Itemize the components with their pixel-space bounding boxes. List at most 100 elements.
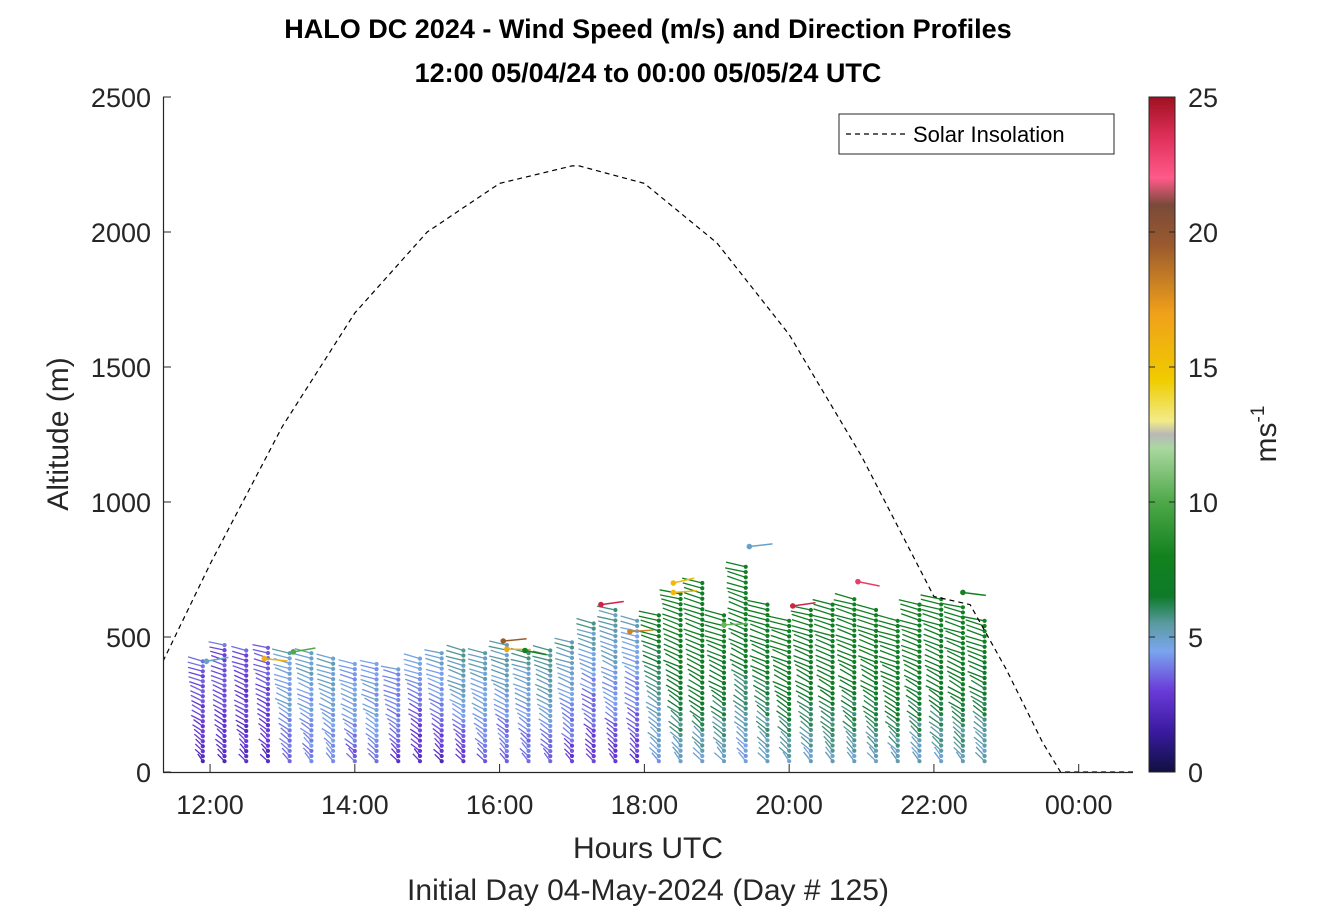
wind-barb-point [287,743,292,748]
wind-barb [429,702,443,711]
wind-barb-point [787,712,792,717]
wind-barb [734,704,747,715]
wind-barb-point [396,672,401,677]
wind-barb [296,677,312,685]
wind-barb-point [635,707,640,712]
wind-barb-point [200,739,205,744]
wind-barb [858,648,877,658]
wind-barb [559,702,573,711]
wind-barb-outlier [673,589,698,594]
wind-barb-point [743,669,748,674]
wind-barb-point [374,687,379,692]
wind-barb-point [635,753,640,759]
wind-barb [973,720,986,731]
wind-barb [360,678,377,686]
wind-barb-point [852,649,857,654]
wind-barb-point [244,653,249,658]
wind-barb-point [417,671,423,677]
wind-barb-point [960,610,965,615]
wind-barb-point [808,633,813,639]
wind-barb-point [765,743,770,748]
wind-barb-point [721,738,727,743]
wind-barb-point [678,680,683,685]
wind-barb [210,665,225,671]
wind-barb-point [548,744,553,749]
wind-barb [818,700,833,710]
wind-barb-point [265,723,271,728]
wind-barb [557,687,573,695]
wind-barb-point [591,703,596,708]
wind-barb-point [635,660,640,665]
wind-barb-point [591,738,596,743]
wind-barb-point [548,673,553,678]
wind-barb [452,713,464,722]
wind-barb-point [656,686,661,691]
wind-barb-point [309,728,314,733]
wind-barb [813,630,833,637]
wind-barb-point [678,717,683,722]
colorbar-tick-label: 25 [1188,83,1218,113]
wind-barb-point [765,607,770,612]
wind-barb [187,666,203,672]
wind-barb [274,667,290,675]
wind-barb-point [895,665,900,670]
wind-barb-point [656,660,661,665]
wind-barb [859,638,877,648]
wind-barb-point [982,670,987,675]
wind-barb-point [787,623,792,629]
wind-barb [712,736,725,747]
wind-barb [856,614,877,622]
wind-barb-point [591,621,596,626]
wind-barb [316,663,334,670]
wind-barb [888,735,899,747]
wind-barb-point [873,686,879,691]
wind-barb-point [895,717,900,722]
wind-barb [966,629,985,638]
wind-barb-point [461,668,466,673]
wind-barb [640,634,660,643]
wind-barb [965,619,985,627]
wind-barb [664,652,681,663]
wind-barb [751,648,768,658]
wind-barb [930,704,942,715]
wind-barb [772,659,790,669]
wind-barb-point [439,651,444,656]
wind-barb-point [526,733,531,738]
wind-barb [488,645,507,651]
wind-barb [796,674,812,684]
wind-barb-point [830,659,835,665]
wind-barb [688,673,703,684]
wind-barb [647,716,660,726]
wind-barb [928,688,942,700]
wind-barb [669,725,681,736]
wind-barb-point [200,724,205,729]
wind-barb-point [287,671,292,676]
wind-barb-point [765,644,770,649]
wind-barb [841,689,855,700]
wind-barb-point [787,634,792,639]
wind-barb [603,696,616,705]
wind-profile [380,665,401,764]
wind-barb-point [526,753,531,759]
wind-barb-point [678,659,683,664]
wind-barb [277,701,291,711]
wind-barb-point [808,665,813,670]
wind-barb-point [613,727,618,733]
wind-profile [445,644,466,764]
wind-barb [625,717,638,726]
wind-barb [757,752,768,762]
wind-barb-point [635,717,640,722]
wind-barb-point [721,634,727,639]
wind-barb [278,717,291,726]
wind-barb-point [917,607,922,612]
wind-barb [704,609,725,617]
wind-barb [908,704,920,715]
wind-barb [686,663,703,673]
wind-barb-point [873,722,879,727]
wind-barb-point [200,714,205,719]
wind-barb [879,660,898,669]
wind-barb-point [960,738,965,743]
wind-barb-point [830,748,835,753]
wind-barb [451,702,464,712]
wind-barb [278,706,291,716]
